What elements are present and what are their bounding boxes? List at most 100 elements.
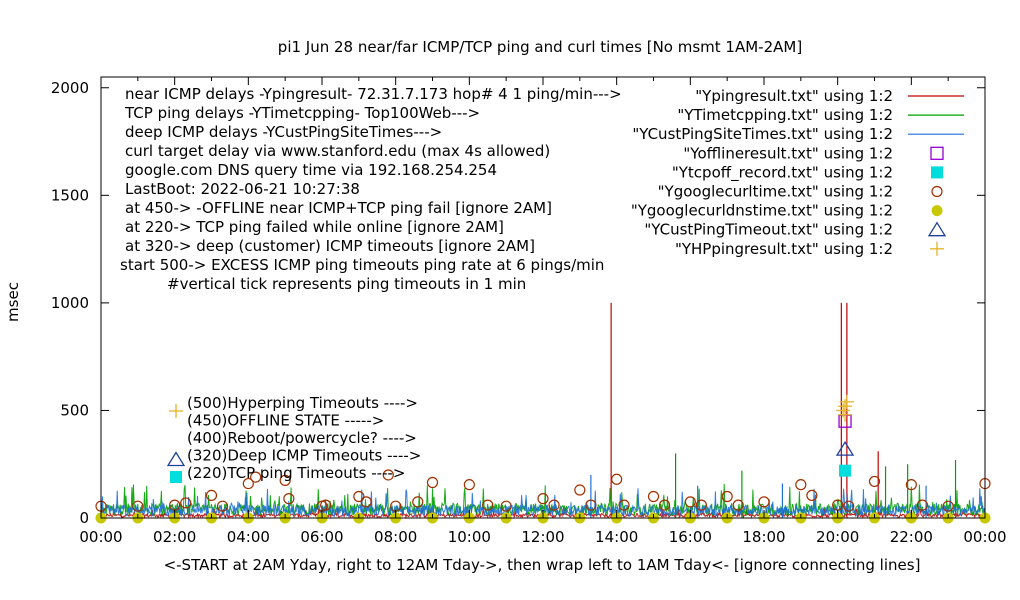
data-point bbox=[180, 497, 192, 509]
marker-shape bbox=[279, 474, 291, 486]
legend-entry: "YCustPingSiteTimes.txt" using 1:2 bbox=[632, 125, 964, 143]
y-tick-label: 1000 bbox=[51, 294, 89, 312]
data-point bbox=[205, 489, 218, 502]
marker-shape bbox=[839, 464, 852, 477]
legend-entry: "YTimetcpping.txt" using 1:2 bbox=[677, 106, 964, 124]
marker-shape bbox=[647, 490, 660, 503]
marker-note-label: (400)Reboot/powercycle? ----> bbox=[187, 429, 417, 447]
marker-shape bbox=[353, 490, 365, 503]
marker-note: (500)Hyperping Timeouts ----> bbox=[169, 394, 418, 418]
legend-label: "YHPpingresult.txt" using 1:2 bbox=[675, 240, 893, 258]
legend-entry: "Ygooglecurldnstime.txt" using 1:2 bbox=[631, 202, 943, 220]
x-tick-label: 22:00 bbox=[890, 528, 933, 546]
series-4 bbox=[839, 464, 852, 477]
data-point bbox=[611, 473, 623, 485]
legend-label: "YCustPingTimeout.txt" using 1:2 bbox=[644, 221, 893, 239]
data-point bbox=[868, 475, 881, 488]
note-line: google.com DNS query time via 192.168.25… bbox=[125, 161, 497, 179]
marker-shape bbox=[868, 475, 881, 488]
data-point bbox=[426, 476, 439, 489]
note-line: #vertical tick represents ping timeouts … bbox=[167, 275, 526, 293]
data-point bbox=[806, 489, 818, 502]
marker-shape bbox=[611, 473, 623, 485]
x-tick-label: 20:00 bbox=[816, 528, 859, 546]
legend-swatch bbox=[930, 146, 944, 160]
x-tick-label: 02:00 bbox=[153, 528, 196, 546]
data-point bbox=[585, 499, 597, 511]
marker-note-symbol bbox=[166, 451, 186, 467]
data-point bbox=[500, 500, 512, 512]
data-point bbox=[216, 500, 229, 512]
data-point bbox=[618, 499, 630, 511]
marker-shape bbox=[658, 499, 671, 511]
data-point bbox=[537, 493, 549, 505]
marker-shape bbox=[574, 484, 586, 496]
marker-shape bbox=[931, 205, 943, 217]
data-point bbox=[574, 484, 586, 496]
legend-label: "YCustPingSiteTimes.txt" using 1:2 bbox=[632, 125, 893, 143]
marker-shape bbox=[382, 469, 394, 481]
series-7 bbox=[835, 440, 855, 456]
marker-shape bbox=[250, 471, 262, 483]
marker-shape bbox=[905, 479, 917, 491]
data-point bbox=[548, 499, 560, 511]
marker-shape bbox=[170, 471, 182, 483]
marker-shape bbox=[916, 499, 928, 511]
x-tick-label: 14:00 bbox=[595, 528, 638, 546]
marker-shape bbox=[618, 499, 630, 511]
x-tick-label: 18:00 bbox=[742, 528, 785, 546]
marker-shape bbox=[216, 500, 229, 512]
marker-note: (220)TCP ping Timeouts ----> bbox=[170, 464, 405, 483]
marker-shape bbox=[132, 500, 144, 512]
legend-entry: "Ypingresult.txt" using 1:2 bbox=[695, 87, 964, 105]
marker-shape bbox=[463, 479, 475, 491]
series-8 bbox=[836, 394, 854, 422]
legend-swatch bbox=[931, 166, 943, 179]
data-point bbox=[647, 490, 660, 503]
data-point bbox=[242, 477, 254, 490]
data-point bbox=[132, 500, 144, 512]
marker-shape bbox=[205, 489, 218, 502]
data-point bbox=[658, 499, 671, 511]
marker-shape bbox=[684, 496, 696, 508]
legend-entry: "Yofflineresult.txt" using 1:2 bbox=[683, 144, 944, 162]
marker-shape bbox=[931, 185, 943, 198]
marker-shape bbox=[320, 499, 332, 511]
x-tick-label: 10:00 bbox=[448, 528, 491, 546]
marker-shape bbox=[166, 451, 186, 467]
marker-shape bbox=[806, 489, 818, 502]
data-point bbox=[835, 440, 855, 456]
y-tick-label: 0 bbox=[79, 509, 89, 527]
note-line: start 500-> EXCESS ICMP ping timeouts pi… bbox=[120, 256, 604, 274]
data-point bbox=[839, 394, 854, 409]
data-point bbox=[695, 499, 707, 511]
marker-note-label: (500)Hyperping Timeouts ----> bbox=[187, 394, 418, 412]
data-point bbox=[412, 496, 424, 508]
legend-swatch bbox=[931, 185, 943, 198]
x-tick-label: 00:00 bbox=[79, 528, 122, 546]
x-tick-label: 04:00 bbox=[227, 528, 270, 546]
legend-entry: "Ygooglecurltime.txt" using 1:2 bbox=[658, 183, 943, 201]
y-axis-label: msec bbox=[4, 282, 22, 322]
marker-note-label: (450)OFFLINE STATE -----> bbox=[187, 412, 384, 430]
notes-layer: near ICMP delays -Ypingresult- 72.31.7.1… bbox=[120, 85, 622, 293]
axis-layer: 00:00 02:00 04:00 06:00 08:00 10:00 12:00 14:00… bbox=[51, 77, 1007, 546]
marker-shape bbox=[695, 499, 707, 511]
marker-shape bbox=[758, 496, 770, 508]
data-point bbox=[732, 499, 744, 511]
marker-shape bbox=[426, 476, 439, 489]
legend-entry: "YHPpingresult.txt" using 1:2 bbox=[675, 240, 944, 258]
note-line: LastBoot: 2022-06-21 10:27:38 bbox=[125, 180, 360, 198]
legend-swatch bbox=[931, 205, 943, 217]
legend: "Ypingresult.txt" using 1:2"YTimetcpping… bbox=[631, 87, 964, 258]
marker-shape bbox=[931, 166, 943, 179]
data-point bbox=[721, 490, 733, 503]
data-point bbox=[482, 499, 494, 511]
data-point bbox=[795, 479, 807, 491]
marker-shape bbox=[242, 477, 254, 490]
y-tick-label: 2000 bbox=[51, 79, 89, 97]
data-point bbox=[360, 496, 372, 508]
x-tick-label: 16:00 bbox=[669, 528, 712, 546]
marker-shape bbox=[927, 221, 947, 237]
